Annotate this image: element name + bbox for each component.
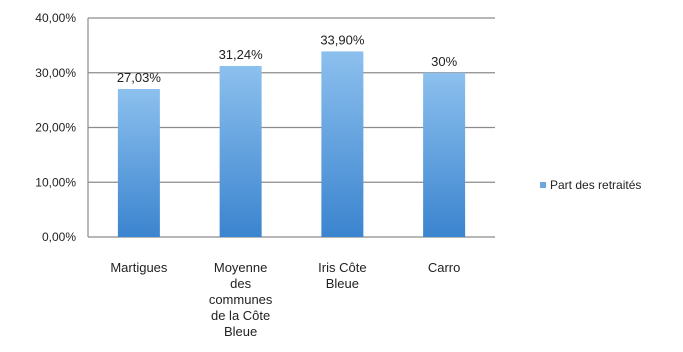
data-label: 27,03% [117, 70, 162, 85]
y-tick-label: 40,00% [35, 11, 76, 25]
y-tick-label: 20,00% [35, 121, 76, 135]
category-label-line: des [230, 276, 251, 291]
legend-label: Part des retraités [550, 178, 642, 192]
data-label: 30% [431, 54, 457, 69]
bar [117, 89, 160, 238]
bar [219, 65, 262, 237]
bar [423, 72, 466, 237]
category-label: Moyenne des communes de la Côte Bleue [209, 260, 273, 339]
category-label-line: de la Côte [211, 308, 270, 323]
category-label-line: Moyenne [214, 260, 267, 275]
y-tick-label: 0,00% [42, 230, 76, 244]
bar [321, 51, 364, 238]
y-tick-label: 30,00% [35, 66, 76, 80]
category-label: Iris Côte Bleue [318, 260, 366, 291]
category-label-line: Iris Côte [318, 260, 366, 275]
category-label-line: Bleue [326, 276, 359, 291]
category-label-line: Bleue [224, 324, 257, 339]
category-label: Martigues [110, 260, 168, 275]
category-label-line: Martigues [110, 260, 168, 275]
category-label-line: communes [209, 292, 273, 307]
data-label: 31,24% [219, 47, 264, 62]
y-tick-label: 10,00% [35, 175, 76, 189]
data-label: 33,90% [320, 32, 365, 47]
legend: Part des retraités [540, 178, 641, 192]
category-label: Carro [428, 260, 461, 275]
category-label-line: Carro [428, 260, 461, 275]
legend-swatch [540, 182, 546, 188]
